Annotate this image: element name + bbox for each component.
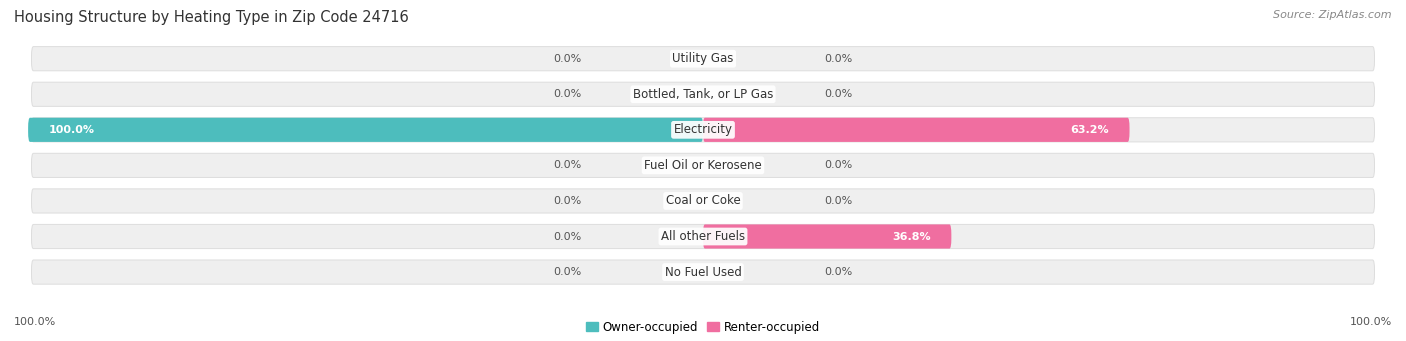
Text: All other Fuels: All other Fuels: [661, 230, 745, 243]
Text: 0.0%: 0.0%: [824, 267, 852, 277]
FancyBboxPatch shape: [31, 118, 1375, 142]
Text: Fuel Oil or Kerosene: Fuel Oil or Kerosene: [644, 159, 762, 172]
Text: 0.0%: 0.0%: [554, 89, 582, 99]
Text: Coal or Coke: Coal or Coke: [665, 194, 741, 207]
Text: 0.0%: 0.0%: [824, 89, 852, 99]
FancyBboxPatch shape: [28, 118, 703, 142]
Text: 0.0%: 0.0%: [554, 160, 582, 170]
Text: 100.0%: 100.0%: [48, 125, 94, 135]
FancyBboxPatch shape: [31, 260, 1375, 284]
Text: 0.0%: 0.0%: [824, 196, 852, 206]
FancyBboxPatch shape: [31, 153, 1375, 177]
Text: 0.0%: 0.0%: [554, 196, 582, 206]
FancyBboxPatch shape: [703, 224, 952, 249]
Legend: Owner-occupied, Renter-occupied: Owner-occupied, Renter-occupied: [581, 316, 825, 339]
Text: 100.0%: 100.0%: [14, 317, 56, 327]
FancyBboxPatch shape: [31, 189, 1375, 213]
Text: No Fuel Used: No Fuel Used: [665, 266, 741, 279]
Text: Housing Structure by Heating Type in Zip Code 24716: Housing Structure by Heating Type in Zip…: [14, 10, 409, 25]
FancyBboxPatch shape: [31, 82, 1375, 106]
Text: 0.0%: 0.0%: [554, 267, 582, 277]
FancyBboxPatch shape: [31, 224, 1375, 249]
Text: 63.2%: 63.2%: [1070, 125, 1109, 135]
Text: Bottled, Tank, or LP Gas: Bottled, Tank, or LP Gas: [633, 88, 773, 101]
Text: Source: ZipAtlas.com: Source: ZipAtlas.com: [1274, 10, 1392, 20]
Text: Electricity: Electricity: [673, 123, 733, 136]
Text: 0.0%: 0.0%: [554, 232, 582, 241]
FancyBboxPatch shape: [31, 47, 1375, 71]
Text: 0.0%: 0.0%: [824, 160, 852, 170]
Text: 36.8%: 36.8%: [893, 232, 931, 241]
Text: 0.0%: 0.0%: [824, 54, 852, 64]
Text: 100.0%: 100.0%: [1350, 317, 1392, 327]
FancyBboxPatch shape: [703, 118, 1129, 142]
Text: 0.0%: 0.0%: [554, 54, 582, 64]
Text: Utility Gas: Utility Gas: [672, 52, 734, 65]
